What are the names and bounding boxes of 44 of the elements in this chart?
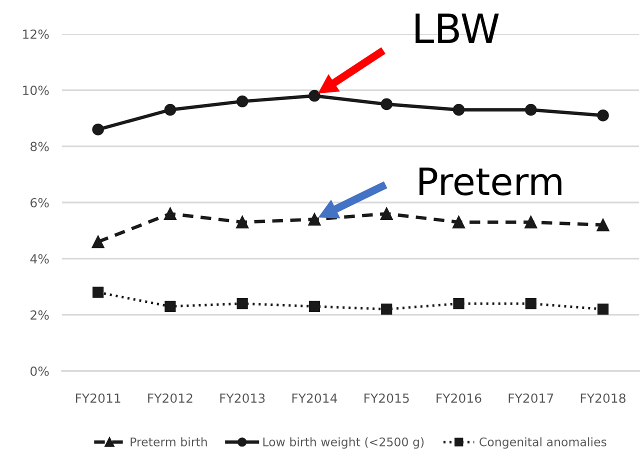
y-tick-label: 0% bbox=[30, 366, 49, 376]
y-tick-label: 4% bbox=[30, 254, 49, 264]
y-tick-label: 10% bbox=[23, 86, 49, 96]
legend-label: Low birth weight (<2500 g) bbox=[263, 437, 424, 449]
point bbox=[92, 236, 104, 248]
x-tick-label: FY2016 bbox=[436, 393, 482, 403]
point bbox=[308, 213, 321, 226]
point bbox=[164, 300, 176, 312]
point bbox=[236, 95, 248, 108]
point bbox=[164, 104, 176, 116]
point bbox=[92, 286, 104, 298]
point bbox=[525, 298, 536, 310]
x-tick-label: FY2015 bbox=[364, 393, 409, 403]
point bbox=[452, 104, 465, 116]
x-tick-label: FY2018 bbox=[580, 393, 626, 403]
point bbox=[453, 298, 464, 310]
point bbox=[380, 207, 393, 220]
point bbox=[452, 216, 465, 228]
annotation: Preterm bbox=[420, 168, 562, 196]
y-tick-label: 12% bbox=[23, 29, 49, 39]
point bbox=[308, 300, 320, 312]
y-tick-label: 2% bbox=[30, 310, 49, 320]
x-tick-label: FY2017 bbox=[508, 393, 554, 403]
x-tick-label: FY2012 bbox=[148, 393, 192, 403]
annotation: LBW bbox=[416, 14, 499, 44]
legend-label: Congenital anomalies bbox=[480, 437, 606, 449]
point bbox=[380, 98, 393, 110]
y-tick-label: 6% bbox=[30, 198, 49, 208]
x-tick-label: FY2014 bbox=[292, 393, 338, 403]
point bbox=[597, 110, 609, 122]
point bbox=[596, 218, 610, 232]
y-tick-label: 8% bbox=[30, 142, 49, 152]
x-tick-label: FY2011 bbox=[76, 393, 120, 403]
point bbox=[164, 207, 176, 220]
point bbox=[236, 216, 249, 228]
point bbox=[597, 304, 609, 315]
point bbox=[308, 90, 320, 102]
legend-label: Preterm birth bbox=[130, 437, 207, 446]
point bbox=[524, 104, 537, 116]
point bbox=[236, 298, 248, 310]
point bbox=[524, 216, 538, 228]
point bbox=[92, 124, 104, 136]
point bbox=[381, 304, 392, 315]
x-tick-label: FY2013 bbox=[220, 393, 265, 403]
